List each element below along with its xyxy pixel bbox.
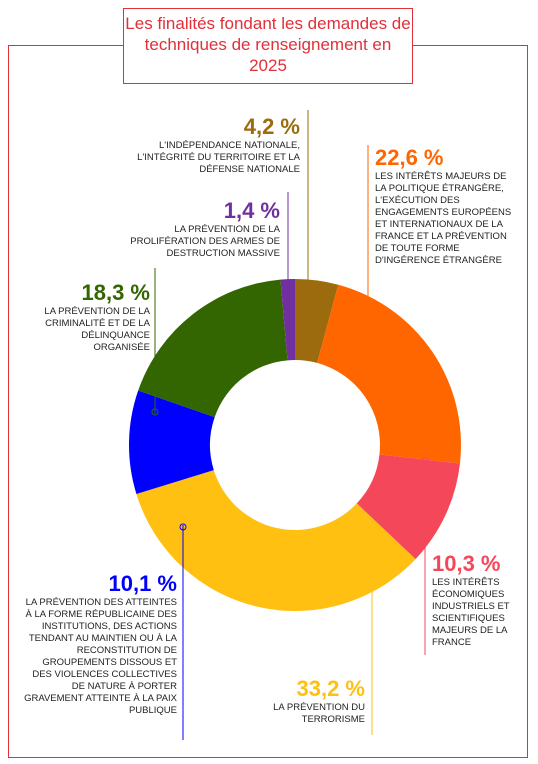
leader-dot <box>421 457 429 465</box>
slice <box>356 454 460 560</box>
label: 33,2 % La prévention du terrorisme <box>255 676 365 726</box>
leader-dot <box>304 286 312 294</box>
chart-title: Les finalités fondant les demandes de te… <box>123 8 413 84</box>
label: 4,2 % L'indépendance nationale, l'intégri… <box>120 114 300 176</box>
slice <box>129 390 215 495</box>
slice <box>280 279 295 361</box>
value-label: 10,1 % <box>108 571 178 596</box>
category-label: La prévention de la criminalité et de la… <box>44 306 150 353</box>
label: 10,3 % Les intérêts économiques industrie… <box>432 551 532 649</box>
slice <box>136 470 416 611</box>
leader-dot <box>284 279 292 287</box>
leader-dot <box>179 523 187 531</box>
category-label: La prévention des atteintes à la forme r… <box>24 597 177 716</box>
label: 1,4 % La prévention de la prolifération d… <box>110 198 280 260</box>
slice <box>138 279 288 418</box>
slice <box>317 284 461 464</box>
leader-dot <box>364 354 372 362</box>
value-label: 22,6 % <box>375 145 444 170</box>
leader-dot <box>368 559 376 567</box>
slice <box>295 279 339 363</box>
category-label: Les intérêts économiques industriels et … <box>432 577 510 648</box>
value-label: 33,2 % <box>296 676 366 701</box>
leader-dot <box>151 408 159 416</box>
value-label: 18,3 % <box>81 280 151 305</box>
label: 18,3 % La prévention de la criminalité et… <box>25 280 150 354</box>
category-label: La prévention du terrorisme <box>273 702 365 725</box>
value-label: 10,3 % <box>432 551 501 576</box>
label: 22,6 % Les intérêts majeurs de la politiq… <box>375 145 520 267</box>
value-label: 1,4 % <box>223 198 280 223</box>
category-label: L'indépendance nationale, l'intégrité du… <box>137 140 300 175</box>
category-label: La prévention de la prolifération des ar… <box>130 224 280 259</box>
label: 10,1 % La prévention des atteintes à la f… <box>22 571 177 717</box>
category-label: Les intérêts majeurs de la politique étr… <box>375 171 512 266</box>
value-label: 4,2 % <box>243 114 300 139</box>
